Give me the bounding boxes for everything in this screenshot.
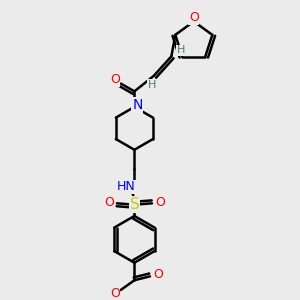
Text: N: N [132, 98, 142, 112]
Text: HN: HN [117, 180, 136, 193]
Text: O: O [153, 268, 163, 281]
Text: O: O [155, 196, 165, 209]
Text: O: O [110, 287, 120, 300]
Text: S: S [130, 197, 139, 212]
Text: H: H [177, 46, 185, 56]
Text: O: O [110, 73, 120, 86]
Text: H: H [148, 80, 156, 89]
Text: O: O [104, 196, 114, 209]
Text: O: O [189, 11, 199, 24]
